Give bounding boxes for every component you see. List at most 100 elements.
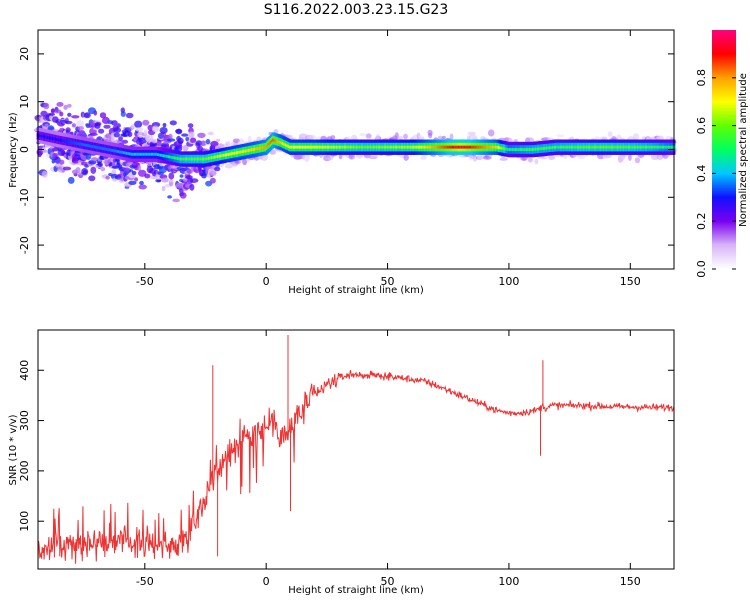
spectrogram-cell <box>633 133 640 141</box>
spectrogram-cell <box>125 112 134 119</box>
y-tick-label: -10 <box>18 188 31 206</box>
spectrogram-cell <box>88 160 97 165</box>
spectrogram-cell <box>562 154 568 159</box>
spectrogram-cell <box>105 175 110 180</box>
spectrogram-cell <box>187 123 194 128</box>
spectrogram-cell <box>62 166 72 171</box>
y-tick-label: 300 <box>18 410 31 431</box>
spectrogram-cell <box>98 128 105 134</box>
y-tick-label: -20 <box>18 236 31 254</box>
spectrogram-cell <box>273 129 279 134</box>
spectrogram-cell <box>628 153 632 161</box>
spectrogram-cell <box>168 133 173 140</box>
spectrogram-cell <box>71 115 80 119</box>
spectrogram-cell <box>37 150 42 158</box>
spectrogram-cell <box>487 129 495 137</box>
spectrogram-cell <box>375 133 380 141</box>
spectrogram-cell <box>162 123 167 128</box>
spectrogram-cell <box>166 138 176 142</box>
spectrogram-cell <box>161 185 166 192</box>
spectrogram-cell <box>176 144 183 149</box>
spectrogram-cell <box>103 124 111 129</box>
snr-series-line <box>37 335 675 564</box>
colorbar-tick-label: 0.4 <box>695 165 708 183</box>
spectrogram-cell <box>181 133 189 137</box>
spectrogram-cell <box>189 183 195 191</box>
spectrogram-cell <box>216 138 221 142</box>
spectrogram-cell <box>499 157 508 161</box>
spectrogram-cell <box>56 102 64 107</box>
spectrogram-cell <box>179 192 187 199</box>
spectrogram-cell <box>177 137 184 144</box>
x-tick-label: 50 <box>381 575 395 588</box>
x-tick-label: -50 <box>136 575 154 588</box>
y-tick-label: 20 <box>18 47 31 61</box>
snr-x-label: Height of straight line (km) <box>288 585 424 596</box>
colorbar-tick-label: 0.8 <box>695 69 708 87</box>
spectrogram-cell <box>152 139 157 144</box>
spectrogram-cell <box>467 131 476 136</box>
spectrogram-cell <box>142 119 150 126</box>
spectrogram-x-ticks: -50 0 50 100 150 <box>136 30 641 288</box>
spectrogram-cell <box>120 107 126 113</box>
x-tick-label: 0 <box>263 575 270 588</box>
spectrogram-cell <box>307 134 316 140</box>
spectrogram-cell <box>113 132 121 138</box>
spectrogram-cell <box>528 157 533 163</box>
spectrogram-cell <box>81 168 89 176</box>
y-tick-label: 200 <box>18 460 31 481</box>
spectrogram-cell <box>116 123 121 128</box>
spectrogram-cell <box>91 157 98 162</box>
spectrogram-cell <box>607 131 613 138</box>
spectrogram-cell <box>224 164 234 169</box>
spectrogram-cell <box>534 158 539 165</box>
snr-frame <box>37 329 675 570</box>
spectrogram-cell <box>403 133 408 140</box>
spectrogram-cell <box>111 120 118 126</box>
spectrogram-cell <box>172 198 180 203</box>
spectrogram-cell <box>161 177 169 183</box>
spectrogram-cell <box>59 111 64 117</box>
spectrogram-cell <box>41 170 48 178</box>
spectrogram-cell <box>94 122 101 129</box>
spectrogram-cell <box>207 131 214 136</box>
spectrogram-cell <box>131 170 137 176</box>
spectrogram-cell <box>472 155 478 162</box>
spectrogram-cell <box>365 133 372 139</box>
colorbar-tick-label: 0.2 <box>695 212 708 230</box>
spectrogram-cell <box>90 166 97 174</box>
spectrogram-cell <box>242 158 248 166</box>
spectrogram-cell <box>208 170 217 177</box>
spectrogram-cell <box>75 167 81 174</box>
spectrogram-cell <box>93 110 98 116</box>
spectrogram-cell <box>247 135 252 142</box>
spectrogram-cell <box>418 135 425 140</box>
spectrogram-cell <box>143 129 148 135</box>
figure-title: S116.2022.003.23.15.G23 <box>264 2 449 18</box>
spectrogram-cell <box>420 156 427 160</box>
spectrogram-cell <box>449 133 454 140</box>
colorbar: 0.0 0.2 0.4 0.6 0.8 Normalized spectral ampl… <box>695 30 749 278</box>
spectrogram-cell <box>197 132 206 138</box>
spectrogram-x-label: Height of straight line (km) <box>288 285 424 296</box>
spectrogram-cell <box>232 138 241 143</box>
spectrogram-cell <box>64 120 73 125</box>
spectrogram-cell <box>169 179 174 182</box>
spectrogram-cell <box>49 112 55 116</box>
spectrogram-cell <box>394 132 399 140</box>
colorbar-tick-label: 0.0 <box>695 260 708 278</box>
spectrogram-cell <box>113 127 122 133</box>
spectrogram-cell <box>134 177 139 182</box>
y-tick-label: 0 <box>18 146 31 153</box>
spectrogram-cell <box>120 177 124 182</box>
spectrogram-cell <box>100 166 106 172</box>
spectrogram-cell <box>182 144 189 152</box>
spectrogram-cell <box>168 172 175 180</box>
spectrogram-cell <box>127 131 133 138</box>
spectrogram-cell <box>84 164 89 168</box>
spectrogram-cell <box>238 138 245 146</box>
spectrogram-cell <box>205 138 211 145</box>
snr-y-label: SNR (10 * v/v) <box>8 414 19 485</box>
spectrogram-cell <box>88 175 96 182</box>
